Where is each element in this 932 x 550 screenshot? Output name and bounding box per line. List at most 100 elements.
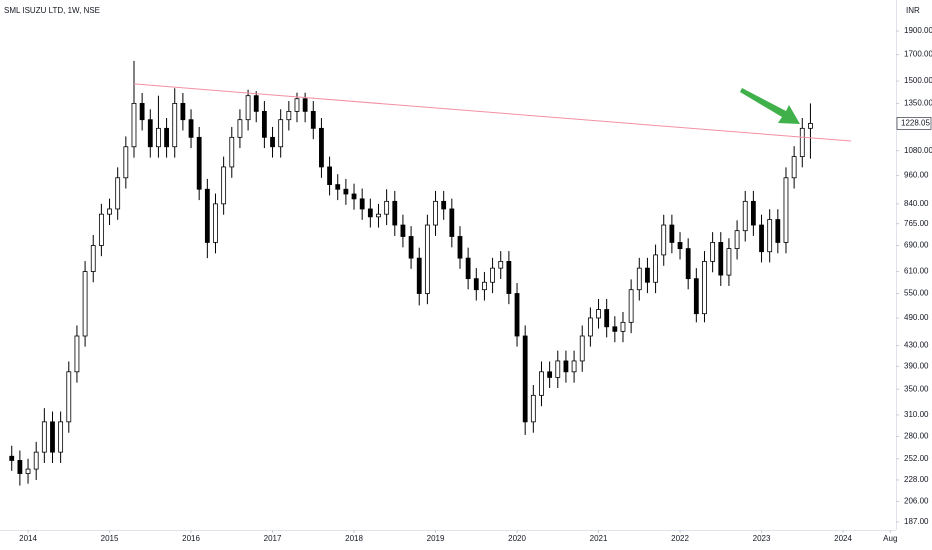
candle-body [457,236,463,259]
currency-label: INR [906,6,920,15]
candle-body [750,200,756,226]
candle-body [302,98,308,112]
candle-body [319,127,324,168]
chart-title: SML ISUZU LTD, 1W, NSE [4,6,100,15]
candle-body [555,360,561,378]
y-tick-label: 840.00 [904,199,929,208]
y-tick-label: 350.00 [904,384,929,393]
candle-body [473,278,479,291]
y-tick-label: 310.00 [904,410,929,419]
x-tick-label: 2022 [671,534,689,543]
candle-body [50,421,55,453]
candle-body [726,248,732,276]
candle-body [25,468,31,474]
candle-body [563,360,569,373]
candle-body [734,230,740,249]
candle-body [490,267,495,283]
candle-body [522,335,528,423]
y-tick-label: 1900.00 [904,26,932,35]
candle-body [66,371,72,423]
last-price-tag [896,117,932,130]
trendline [133,83,852,142]
y-tick-label: 187.00 [904,517,929,526]
x-tick-label: 2021 [590,534,608,543]
x-tick-label: 2017 [264,534,282,543]
candle-body [17,460,23,474]
y-tick-label: 1500.00 [904,76,932,85]
y-tick-label: 228.00 [904,475,929,484]
y-tick-label: 206.00 [904,497,929,506]
candle-body [310,110,316,129]
x-tick-label: 2014 [19,534,37,543]
candle-body [669,224,675,243]
y-tick-label: 1350.00 [904,99,932,108]
y-tick-label: 765.00 [904,219,929,228]
x-tick-label: 2024 [834,534,852,543]
last-price-label: 1228.05 [901,119,930,128]
candle-body [204,188,210,243]
candle-body [702,261,707,315]
candle-body [498,261,504,269]
candle-body [685,248,691,280]
candle-body [384,200,390,215]
candle-body [636,267,642,291]
candle-body [58,421,64,453]
candle-body [196,136,202,190]
candle-body [131,102,137,148]
y-tick-label: 280.00 [904,432,929,441]
candle-body [286,110,292,121]
arrow-annotation [740,88,800,124]
candle-body [245,95,251,121]
candle-body [74,335,80,373]
candle-body [661,224,667,256]
y-tick-label: 490.00 [904,313,929,322]
candle-body [392,200,398,226]
candle-body [90,245,96,272]
candle-body [620,321,626,332]
candle-body [612,326,618,332]
candle-body [742,200,748,232]
candle-body [506,261,512,294]
candle-body [596,309,601,319]
candle-body [587,317,593,337]
candle-body [221,166,227,205]
candle-body [188,119,194,138]
x-tick-label: 2015 [101,534,119,543]
candle-body [424,224,430,294]
x-tick-label: 2023 [753,534,771,543]
candle-body [710,242,716,262]
candle-body [530,394,536,423]
y-tick-label: 390.00 [904,361,929,370]
candle-body [351,193,357,200]
candle-body [147,119,153,148]
candle-body [645,267,650,283]
y-tick-label: 610.00 [904,267,929,276]
candle-body [270,136,275,148]
candle-body [677,242,683,249]
y-tick-label: 690.00 [904,241,929,250]
candle-body [164,127,169,148]
candle-body [294,98,300,112]
candle-body [400,224,406,237]
y-tick-label: 1080.00 [904,146,932,155]
y-tick-label: 1700.00 [904,50,932,59]
candle-body [335,184,341,190]
plot-area [9,60,852,486]
candle-body [441,200,447,210]
candle-body [653,254,658,283]
y-tick-label: 550.00 [904,289,929,298]
candle-body [107,208,112,215]
candle-body [808,123,813,129]
candle-body [213,203,218,243]
candle-body [229,136,235,168]
candle-body [775,219,781,243]
candle-body [799,127,805,158]
candle-body [367,208,373,218]
candle-body [416,257,422,294]
candle-body [327,166,332,185]
candle-body [579,335,585,362]
candle-body [783,177,789,243]
candle-body [343,188,349,195]
candle-body [278,119,284,148]
x-tick-label: 2018 [345,534,363,543]
